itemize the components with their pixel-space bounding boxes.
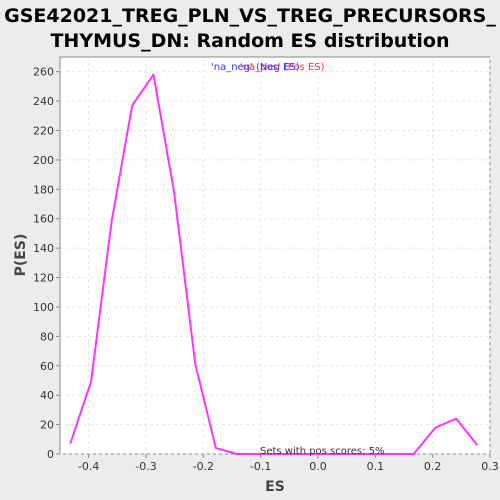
y-tick-label: 160 [33,213,54,226]
y-tick-label: 80 [40,330,54,343]
x-tick-label: 0.0 [309,460,327,473]
x-tick-label: 0.3 [481,460,499,473]
x-axis: -0.4 -0.3 -0.2 -0.1 0.0 0.1 0.2 0.3 [78,454,499,473]
pos-scores-annotation: Sets with pos scores: 5% [260,446,385,457]
legend-pos-label: 'na_pos' (Pos ES) [240,62,325,73]
y-tick-label: 120 [33,272,54,285]
y-tick-label: 20 [40,419,54,432]
y-tick-label: 200 [33,154,54,167]
y-tick-label: 60 [40,360,54,373]
x-tick-label: -0.1 [250,460,271,473]
x-tick-label: 0.2 [424,460,442,473]
x-axis-label: ES [265,479,285,495]
x-tick-label: -0.3 [135,460,156,473]
series-line [69,73,479,455]
chart-title-line-1: GSE42021_TREG_PLN_VS_TREG_PRECURSORS_ [4,5,496,27]
y-tick-label: 140 [33,242,54,255]
series-layer [69,73,479,455]
x-tick-label: -0.4 [78,460,99,473]
x-tick-label: -0.2 [193,460,214,473]
y-tick-label: 260 [33,66,54,79]
y-axis-label: P(ES) [13,234,29,277]
plot-area [59,56,491,455]
y-tick-label: 40 [40,389,54,402]
y-tick-label: 0 [47,448,54,461]
chart-title: GSE42021_TREG_PLN_VS_TREG_PRECURSORS_ TH… [0,4,500,54]
y-tick-label: 100 [33,301,54,314]
y-tick-label: 180 [33,183,54,196]
y-tick-label: 220 [33,125,54,138]
chart-title-line-2: THYMUS_DN: Random ES distribution [50,30,450,52]
x-tick-label: 0.1 [367,460,385,473]
legend-neg-label: 'na_neg' (Neg ES) [211,62,300,73]
y-tick-label: 240 [33,95,54,108]
y-axis: 0 20 40 60 80 100 120 140 160 180 200 220 240 260 [33,66,60,461]
